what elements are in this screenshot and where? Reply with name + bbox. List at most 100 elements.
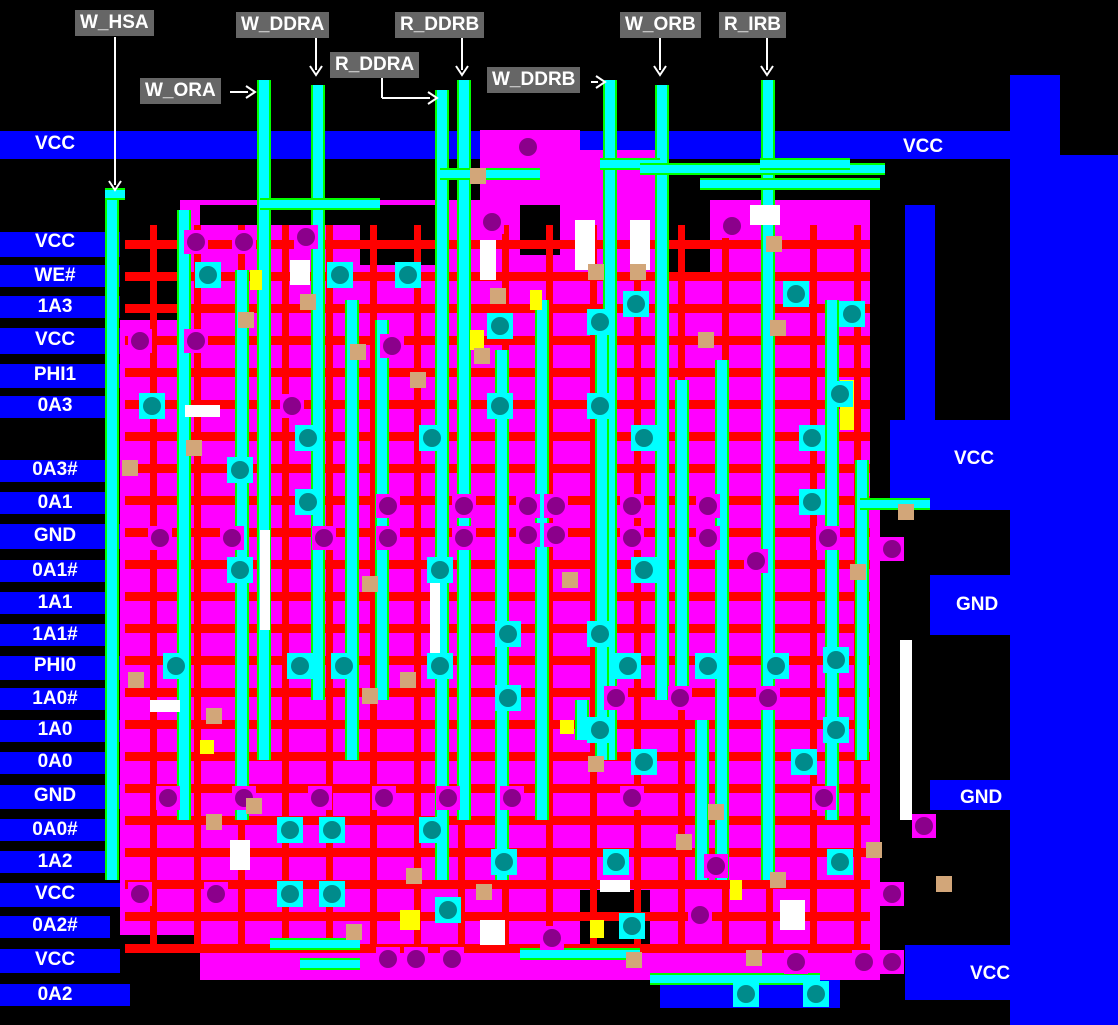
metal-bus — [0, 460, 110, 482]
buried-contact — [708, 804, 724, 820]
row-label-vcc-2: VCC — [34, 231, 76, 252]
contact — [383, 337, 401, 355]
right-label-vcc-1: VCC — [903, 136, 944, 157]
contact — [855, 953, 873, 971]
metal-bus — [0, 688, 110, 710]
metal-bus — [930, 500, 1030, 510]
overlap-region — [590, 920, 604, 938]
metal2-trace — [459, 80, 469, 820]
contact — [379, 950, 397, 968]
buried-contact — [406, 868, 422, 884]
buried-contact — [246, 798, 262, 814]
signal-label-r-irb: R_IRB — [719, 12, 787, 38]
contact — [759, 689, 777, 707]
label-arrow-head — [455, 65, 469, 77]
metal-bus — [0, 624, 110, 646]
signal-label-w-orb: W_ORB — [620, 12, 701, 38]
via — [323, 821, 341, 839]
contact — [547, 526, 565, 544]
row-label-0a2: 0A2 — [37, 984, 73, 1005]
buried-contact — [588, 264, 604, 280]
metal2-trace — [105, 190, 125, 198]
buried-contact — [186, 440, 202, 456]
contact — [623, 529, 641, 547]
row-label-0a0n: 0A0# — [32, 819, 78, 840]
metal2-trace — [107, 195, 117, 880]
row-label-1a0n: 1A0# — [32, 688, 78, 709]
contact — [379, 497, 397, 515]
via — [787, 285, 805, 303]
highlight-segment — [480, 240, 496, 280]
row-label-0a3n: 0A3# — [32, 459, 78, 480]
label-arrow-head — [309, 65, 323, 77]
poly-stripe — [125, 336, 870, 345]
via — [699, 657, 717, 675]
via — [431, 561, 449, 579]
via — [331, 266, 349, 284]
buried-contact — [698, 332, 714, 348]
metal2-trace — [300, 960, 360, 968]
metal-bus — [930, 780, 1030, 810]
highlight-segment — [480, 920, 505, 945]
poly-stripe — [634, 225, 641, 945]
contact — [723, 217, 741, 235]
row-label-vcc-1: VCC — [34, 133, 76, 154]
highlight-segment — [630, 220, 650, 270]
overlap-region — [400, 910, 420, 930]
buried-contact — [410, 372, 426, 388]
via — [143, 397, 161, 415]
row-label-0a0: 0A0 — [37, 751, 73, 772]
metal2-trace — [440, 170, 540, 178]
metal-bus — [0, 984, 130, 1006]
row-label-1a3: 1A3 — [37, 296, 73, 317]
buried-contact — [128, 672, 144, 688]
poly-stripe — [125, 240, 870, 249]
buried-contact — [350, 344, 366, 360]
metal-bus — [0, 592, 110, 614]
label-arrow-head — [653, 65, 667, 77]
metal2-trace — [347, 300, 357, 760]
metal-bus — [0, 883, 120, 907]
buried-contact — [300, 294, 316, 310]
via — [607, 853, 625, 871]
via — [231, 561, 249, 579]
contact — [671, 689, 689, 707]
row-label-gnd-2: GND — [33, 785, 77, 806]
via — [423, 429, 441, 447]
buried-contact — [562, 572, 578, 588]
via — [491, 397, 509, 415]
contact — [131, 885, 149, 903]
buried-contact — [866, 842, 882, 858]
metal-bus — [0, 364, 120, 388]
metal2-trace — [537, 300, 547, 820]
contact — [699, 529, 717, 547]
via — [803, 429, 821, 447]
contact — [223, 529, 241, 547]
contact — [503, 789, 521, 807]
metal2-trace — [657, 85, 667, 700]
buried-contact — [346, 924, 362, 940]
buried-contact — [362, 576, 378, 592]
buried-contact — [238, 312, 254, 328]
signal-label-w-ddra: W_DDRA — [236, 12, 330, 38]
right-label-gnd-1: GND — [956, 594, 999, 615]
metal2-trace — [437, 90, 447, 880]
metal2-trace — [650, 975, 820, 983]
metal-bus — [0, 752, 110, 774]
via — [399, 266, 417, 284]
contact — [315, 529, 333, 547]
row-label-vcc-4: VCC — [34, 883, 76, 904]
poly-stripe — [810, 225, 817, 945]
buried-contact — [490, 288, 506, 304]
row-label-1a1n: 1A1# — [32, 624, 78, 645]
row-label-0a3: 0A3 — [37, 395, 73, 416]
buried-contact — [770, 872, 786, 888]
metal2-trace — [763, 80, 773, 880]
via — [619, 657, 637, 675]
contact — [883, 953, 901, 971]
metal-bus — [0, 524, 120, 549]
highlight-segment — [600, 880, 630, 892]
contact — [691, 906, 709, 924]
via — [499, 689, 517, 707]
